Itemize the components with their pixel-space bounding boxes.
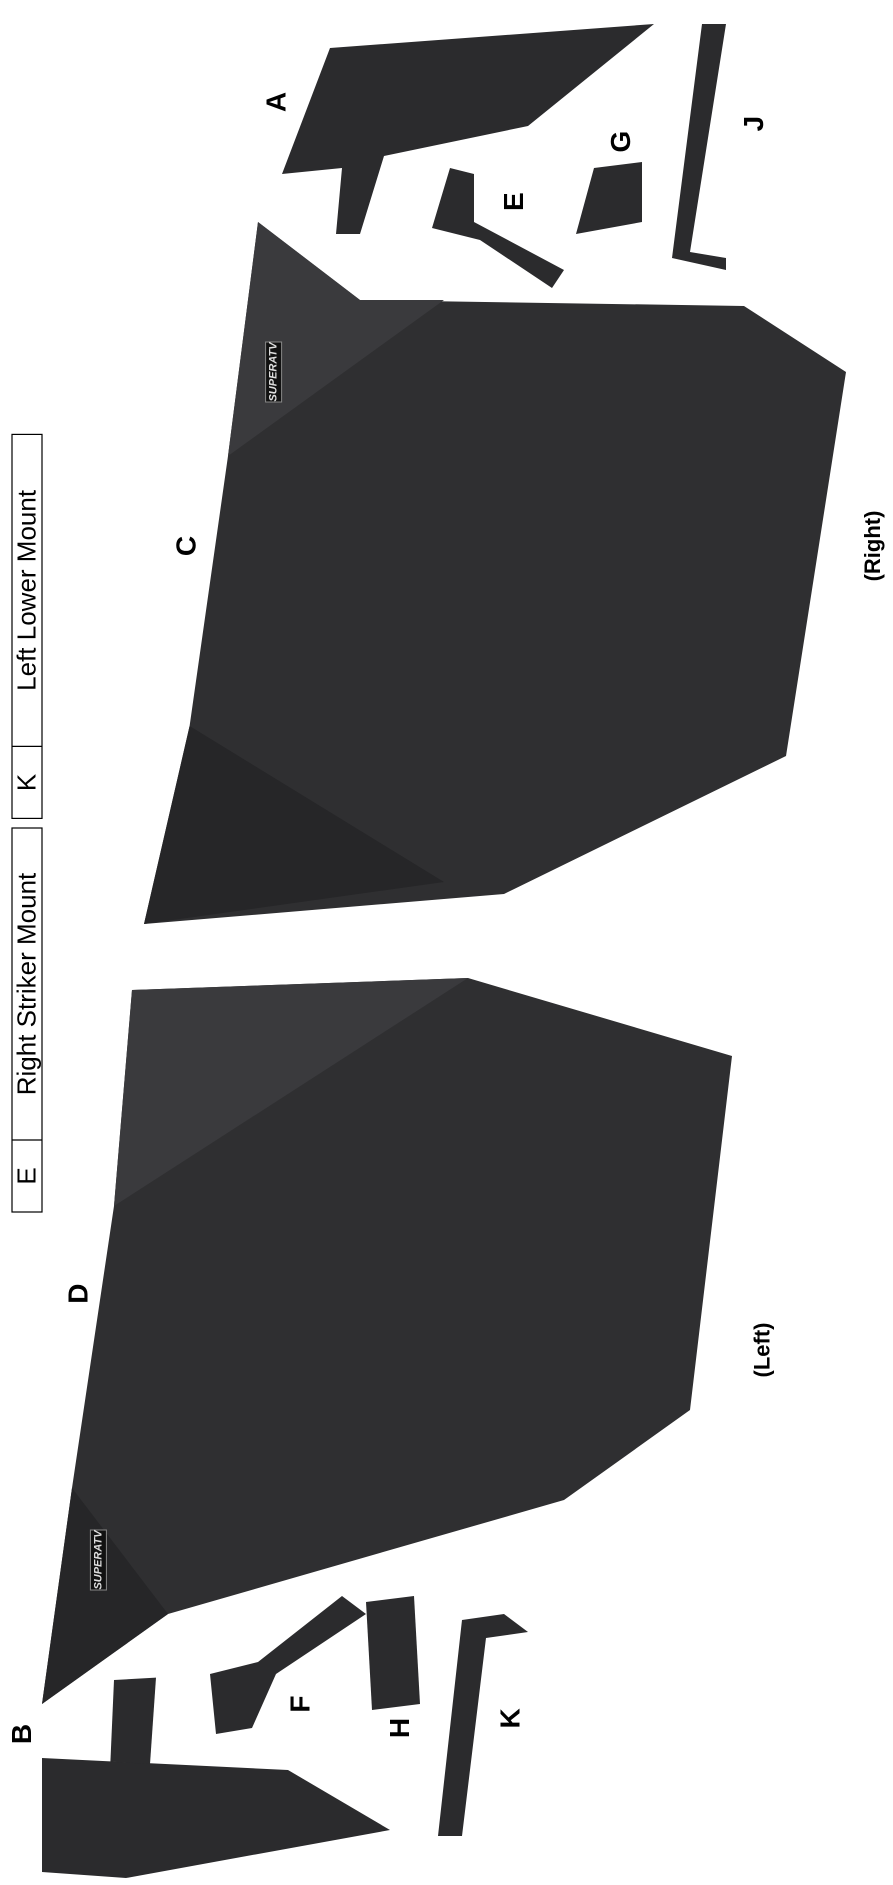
part-label: E	[498, 192, 529, 211]
table-row	[11, 433, 43, 820]
table-cell: E	[11, 1167, 41, 1184]
part-b-tab	[110, 1677, 156, 1765]
logo: SUPERATV	[268, 341, 280, 402]
table-cell: K	[11, 773, 41, 791]
part-a	[282, 24, 654, 235]
logo-badge	[265, 341, 283, 403]
door-c-face2	[144, 726, 445, 925]
door-d-face2	[42, 1488, 168, 1705]
part-h	[366, 1596, 421, 1711]
part-label: D	[63, 1283, 94, 1303]
door-d-face	[114, 978, 469, 1206]
door-c	[144, 222, 847, 925]
door-d	[42, 978, 732, 1705]
table-row	[11, 827, 43, 1213]
logo: SUPERATV	[92, 1529, 104, 1590]
caption: (Right)	[860, 511, 885, 582]
table-cell: Left Lower Mount	[11, 489, 41, 691]
part-label: K	[495, 1708, 526, 1728]
part-e	[432, 168, 564, 288]
part-label: F	[285, 1695, 316, 1712]
part-label: B	[6, 1724, 37, 1744]
part-k	[438, 1614, 528, 1837]
part-j	[672, 24, 726, 270]
part-label: G	[605, 131, 636, 153]
part-f	[210, 1596, 366, 1735]
part-g	[576, 162, 642, 235]
part-b	[42, 1758, 391, 1879]
logo-badge	[89, 1529, 107, 1591]
part-label: H	[384, 1718, 415, 1738]
part-label: C	[171, 536, 202, 556]
table-cell: Right Striker Mount	[11, 872, 41, 1095]
drawing	[11, 24, 847, 1879]
caption: (Left)	[750, 1323, 775, 1378]
part-label: J	[738, 116, 769, 132]
part-label: A	[261, 92, 292, 112]
